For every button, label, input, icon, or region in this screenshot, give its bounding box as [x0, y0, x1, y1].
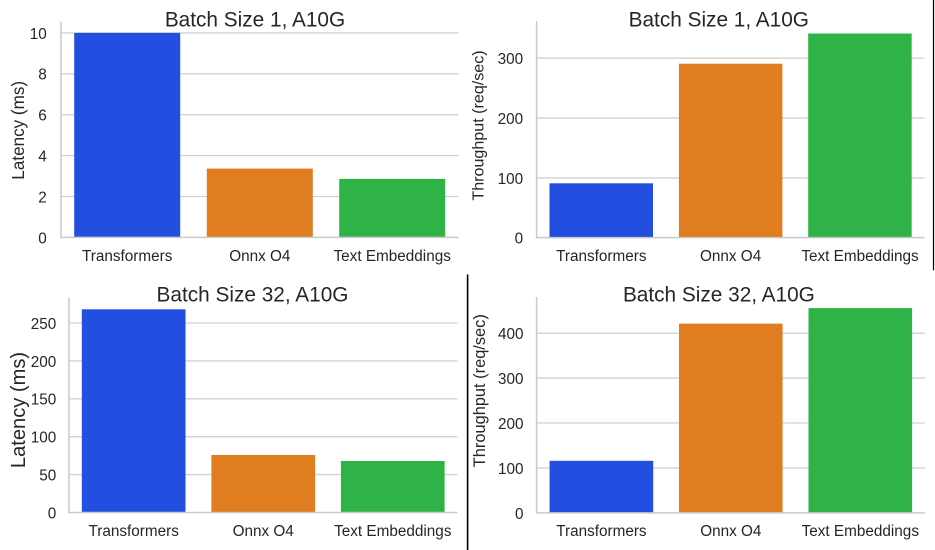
svg-text:Text Embeddings: Text Embeddings — [334, 248, 452, 265]
svg-text:100: 100 — [498, 461, 524, 478]
svg-text:200: 200 — [498, 111, 524, 128]
svg-text:Batch Size 1, A10G: Batch Size 1, A10G — [165, 8, 345, 31]
svg-text:Batch Size 32, A10G: Batch Size 32, A10G — [157, 284, 349, 307]
svg-text:Throughput (req/sec): Throughput (req/sec) — [471, 314, 489, 467]
svg-text:Transformers: Transformers — [89, 523, 180, 540]
svg-text:2: 2 — [38, 189, 47, 206]
svg-text:Onnx O4: Onnx O4 — [229, 248, 291, 265]
svg-text:0: 0 — [515, 506, 524, 523]
svg-text:6: 6 — [38, 108, 47, 125]
svg-text:50: 50 — [39, 468, 56, 485]
svg-text:Transformers: Transformers — [556, 248, 647, 265]
svg-text:Onnx O4: Onnx O4 — [233, 523, 295, 540]
svg-text:Batch Size 1, A10G: Batch Size 1, A10G — [629, 8, 809, 31]
svg-text:200: 200 — [31, 354, 57, 371]
svg-text:Onnx O4: Onnx O4 — [700, 248, 762, 265]
svg-text:Transformers: Transformers — [556, 523, 647, 540]
svg-text:100: 100 — [498, 171, 524, 188]
svg-text:Transformers: Transformers — [82, 248, 173, 265]
svg-text:0: 0 — [38, 230, 47, 247]
svg-text:Latency (ms): Latency (ms) — [8, 352, 30, 468]
svg-text:10: 10 — [30, 26, 47, 43]
svg-text:300: 300 — [498, 371, 524, 388]
svg-text:100: 100 — [31, 430, 57, 447]
svg-text:300: 300 — [498, 51, 524, 68]
svg-text:Text Embeddings: Text Embeddings — [802, 523, 920, 540]
svg-text:Text Embeddings: Text Embeddings — [801, 248, 919, 265]
svg-text:400: 400 — [498, 326, 524, 343]
svg-text:Onnx O4: Onnx O4 — [700, 523, 762, 540]
svg-text:8: 8 — [38, 67, 47, 84]
svg-text:200: 200 — [498, 416, 524, 433]
svg-text:150: 150 — [31, 392, 57, 409]
svg-text:Text Embeddings: Text Embeddings — [334, 523, 452, 540]
svg-text:4: 4 — [38, 149, 47, 166]
svg-text:Latency (ms): Latency (ms) — [9, 81, 28, 180]
svg-text:0: 0 — [515, 231, 524, 248]
svg-text:0: 0 — [48, 505, 57, 522]
svg-text:Throughput (req/sec): Throughput (req/sec) — [469, 50, 487, 200]
svg-text:250: 250 — [31, 316, 57, 333]
svg-text:Batch Size 32, A10G: Batch Size 32, A10G — [623, 284, 815, 307]
